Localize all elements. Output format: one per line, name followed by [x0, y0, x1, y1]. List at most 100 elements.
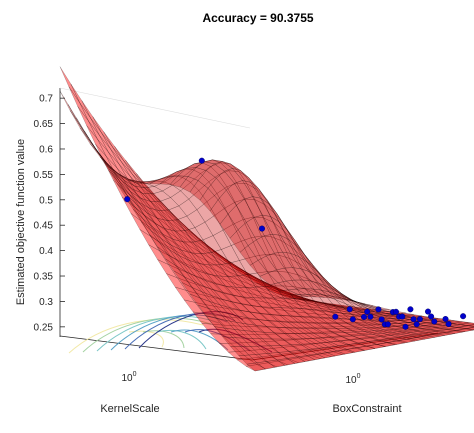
- surface-patch: [278, 293, 299, 300]
- surface-patch: [284, 267, 303, 281]
- surface-patch: [132, 209, 152, 232]
- surface-patch: [329, 340, 350, 346]
- observed-point: [428, 313, 435, 320]
- surface-patch: [245, 323, 265, 333]
- surface-patch: [277, 300, 298, 309]
- surface-patch: [295, 297, 316, 303]
- surface-patch: [244, 198, 264, 218]
- observed-point: [407, 306, 414, 313]
- surface-patch: [218, 298, 240, 311]
- surface-patch: [235, 287, 255, 299]
- surface-patch: [125, 184, 147, 209]
- surface-patch: [250, 274, 271, 285]
- surface-patch: [222, 285, 244, 298]
- surface-patch: [158, 213, 179, 234]
- surface-patch: [242, 337, 262, 347]
- surface-patch: [149, 200, 170, 223]
- surface-patch: [209, 199, 229, 225]
- surface-patch: [452, 321, 471, 325]
- surface-patch: [278, 359, 300, 366]
- surface-patch: [265, 326, 285, 334]
- surface-patch: [375, 313, 396, 316]
- surface-patch: [173, 168, 193, 178]
- surface-patch: [314, 303, 335, 309]
- observed-point: [367, 313, 374, 320]
- surface-patch: [354, 331, 373, 336]
- surface-patch: [284, 225, 304, 253]
- surface-patch: [255, 286, 275, 299]
- surface-patch: [360, 337, 379, 342]
- surface-patch: [389, 336, 410, 341]
- surface-patch: [365, 324, 386, 329]
- surface-patch: [198, 263, 218, 277]
- surface-patch: [279, 255, 298, 275]
- surface-patch: [269, 282, 289, 292]
- surface-patch: [191, 238, 212, 256]
- surface-patch: [279, 315, 299, 323]
- surface-patch: [184, 227, 205, 246]
- surface-patch: [166, 219, 186, 232]
- surface-patch: [221, 334, 242, 344]
- surface-patch: [311, 265, 330, 287]
- surface-patch: [126, 194, 146, 217]
- surface-patch: [92, 144, 111, 171]
- surface-patch: [243, 296, 263, 308]
- surface-patch: [256, 235, 275, 257]
- surface-patch: [174, 242, 195, 261]
- surface-patch: [396, 339, 416, 344]
- surface-patch: [316, 352, 336, 359]
- surface-patch: [69, 110, 89, 139]
- surface-patch: [299, 263, 318, 285]
- surface-patch: [382, 332, 401, 336]
- surface-patch: [222, 224, 242, 246]
- surface-patch: [176, 215, 196, 231]
- surface-patch: [212, 159, 231, 165]
- surface-patch: [197, 237, 218, 254]
- surface-patch: [223, 327, 243, 339]
- surface-patch: [206, 244, 227, 261]
- surface-patch: [363, 303, 382, 308]
- surface-patch: [236, 358, 258, 367]
- surface-patch: [136, 182, 155, 189]
- surface-patch: [207, 261, 228, 276]
- surface-patch: [163, 236, 184, 256]
- surface-patch: [278, 288, 299, 297]
- surface-patch: [257, 319, 279, 328]
- surface-patch: [242, 216, 262, 238]
- contour-line: [138, 311, 273, 353]
- surface-patch: [193, 281, 213, 296]
- surface-patch: [321, 326, 342, 332]
- surface-patch: [215, 318, 235, 330]
- surface-patch: [290, 344, 310, 351]
- observed-point: [375, 306, 382, 313]
- surface-patch: [142, 193, 162, 202]
- surface-patch: [90, 118, 111, 150]
- surface-patch: [249, 260, 269, 277]
- surface-patch: [294, 240, 314, 266]
- surface-patch: [159, 175, 179, 185]
- surface-patch: [119, 175, 139, 182]
- surface-patch: [255, 326, 277, 335]
- surface-patch: [262, 338, 282, 346]
- surface-patch: [259, 312, 281, 322]
- surface-patch: [248, 177, 268, 200]
- surface-patch: [128, 178, 147, 184]
- surface-patch: [273, 297, 293, 309]
- surface-patch: [272, 233, 291, 254]
- surface-patch: [253, 297, 273, 308]
- surface-patch: [227, 351, 249, 361]
- observed-point: [384, 321, 391, 328]
- surface-patch: [289, 315, 309, 324]
- surface-patch: [268, 203, 288, 230]
- surface-patch: [213, 326, 233, 338]
- surface-patch: [250, 345, 270, 355]
- surface-patch: [267, 269, 287, 283]
- surface-patch: [282, 251, 301, 269]
- surface-patch: [361, 332, 382, 338]
- surface-patch: [220, 291, 242, 304]
- surface-patch: [287, 271, 306, 290]
- surface-patch: [448, 327, 467, 331]
- surface-patch: [177, 260, 196, 277]
- surface-patch: [149, 177, 169, 185]
- surface-patch: [231, 294, 253, 306]
